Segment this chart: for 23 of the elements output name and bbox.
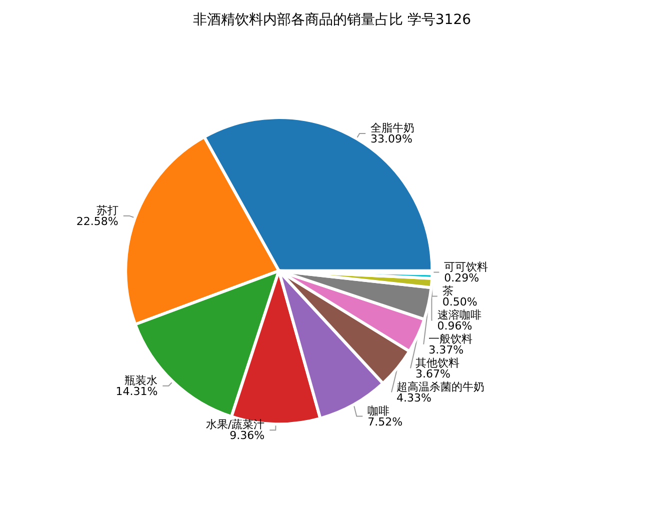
- slice-label: 茶: [442, 284, 454, 298]
- data-label: 33.09%: [370, 132, 413, 146]
- data-label: 3.67%: [415, 367, 450, 380]
- slice-label: 瓶装水: [124, 374, 158, 387]
- slice-label: 全脂牛奶: [370, 121, 415, 134]
- data-label: 4.33%: [396, 391, 432, 404]
- data-label: 0.29%: [444, 271, 480, 284]
- data-label: 22.58%: [76, 214, 118, 228]
- data-label: 0.50%: [442, 295, 478, 308]
- slice-label: 速溶咖啡: [437, 308, 482, 322]
- data-label: 3.37%: [428, 343, 464, 356]
- slice-label: 可可饮料: [444, 260, 488, 274]
- data-label: 0.96%: [437, 319, 472, 332]
- chart-title: 非酒精饮料内部各商品的销量占比 学号3126: [192, 12, 472, 28]
- data-label: 9.36%: [230, 429, 265, 442]
- data-label: 7.52%: [368, 415, 403, 428]
- slice-label: 一般饮料: [428, 332, 473, 346]
- slice-label: 咖啡: [368, 404, 390, 418]
- slice-label: 水果/蔬菜汁: [206, 418, 265, 432]
- slice-label: 其他饮料: [415, 356, 460, 370]
- slice-label: 超高温杀菌的牛奶: [396, 380, 484, 394]
- slice-label: 苏打: [96, 204, 118, 217]
- data-label: 14.31%: [116, 384, 158, 398]
